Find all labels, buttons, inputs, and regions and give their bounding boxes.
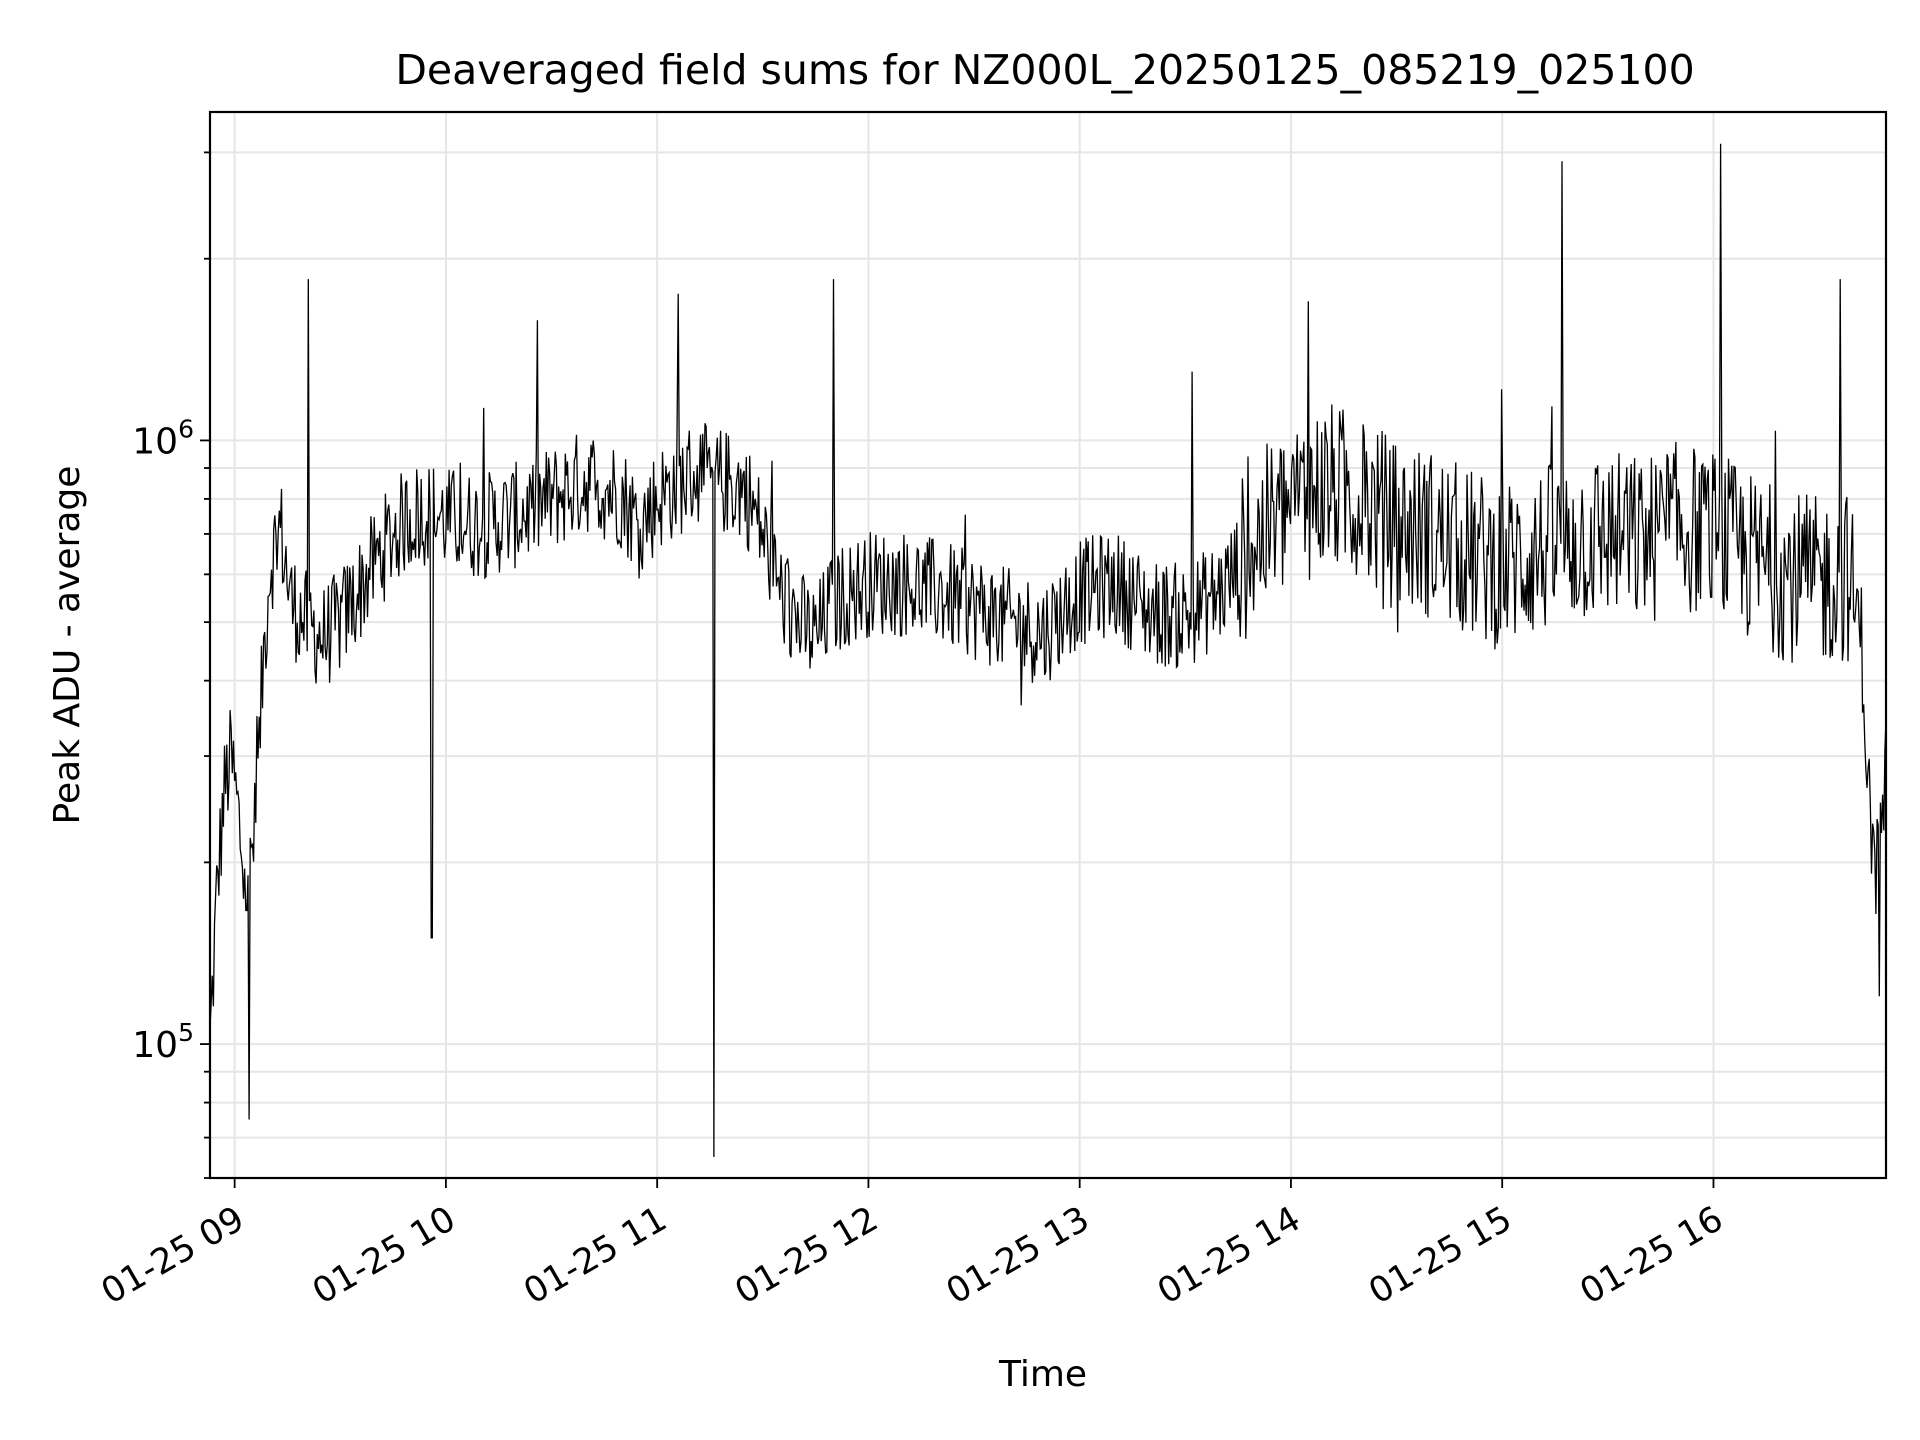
y-tick-label: 106 xyxy=(132,414,194,462)
y-tick-label: 105 xyxy=(132,1018,194,1066)
series-line xyxy=(209,143,1887,1158)
x-axis: 01-25 09 01-25 10 01-25 11 01-25 12 01-25 13… xyxy=(95,1178,1730,1312)
plot-frame xyxy=(208,110,1888,1180)
x-tick-label: 01-25 15 xyxy=(1362,1199,1518,1312)
x-tick-label: 01-25 13 xyxy=(940,1199,1096,1312)
x-tick-label: 01-25 12 xyxy=(729,1199,885,1312)
chart-title: Deaveraged field sums for NZ000L_2025012… xyxy=(395,46,1694,94)
x-tick-label: 01-25 11 xyxy=(517,1199,673,1312)
y-axis-label: Peak ADU - average xyxy=(47,466,88,825)
data-series xyxy=(209,143,1887,1158)
x-tick-label: 01-25 10 xyxy=(306,1199,462,1312)
x-tick-label: 01-25 09 xyxy=(95,1199,251,1312)
x-axis-label: Time xyxy=(998,1354,1087,1395)
x-tick-label: 01-25 14 xyxy=(1151,1199,1307,1312)
grid-lines xyxy=(210,112,1886,1179)
x-tick-label: 01-25 16 xyxy=(1574,1199,1730,1312)
y-axis: 105 106 xyxy=(132,151,210,1179)
